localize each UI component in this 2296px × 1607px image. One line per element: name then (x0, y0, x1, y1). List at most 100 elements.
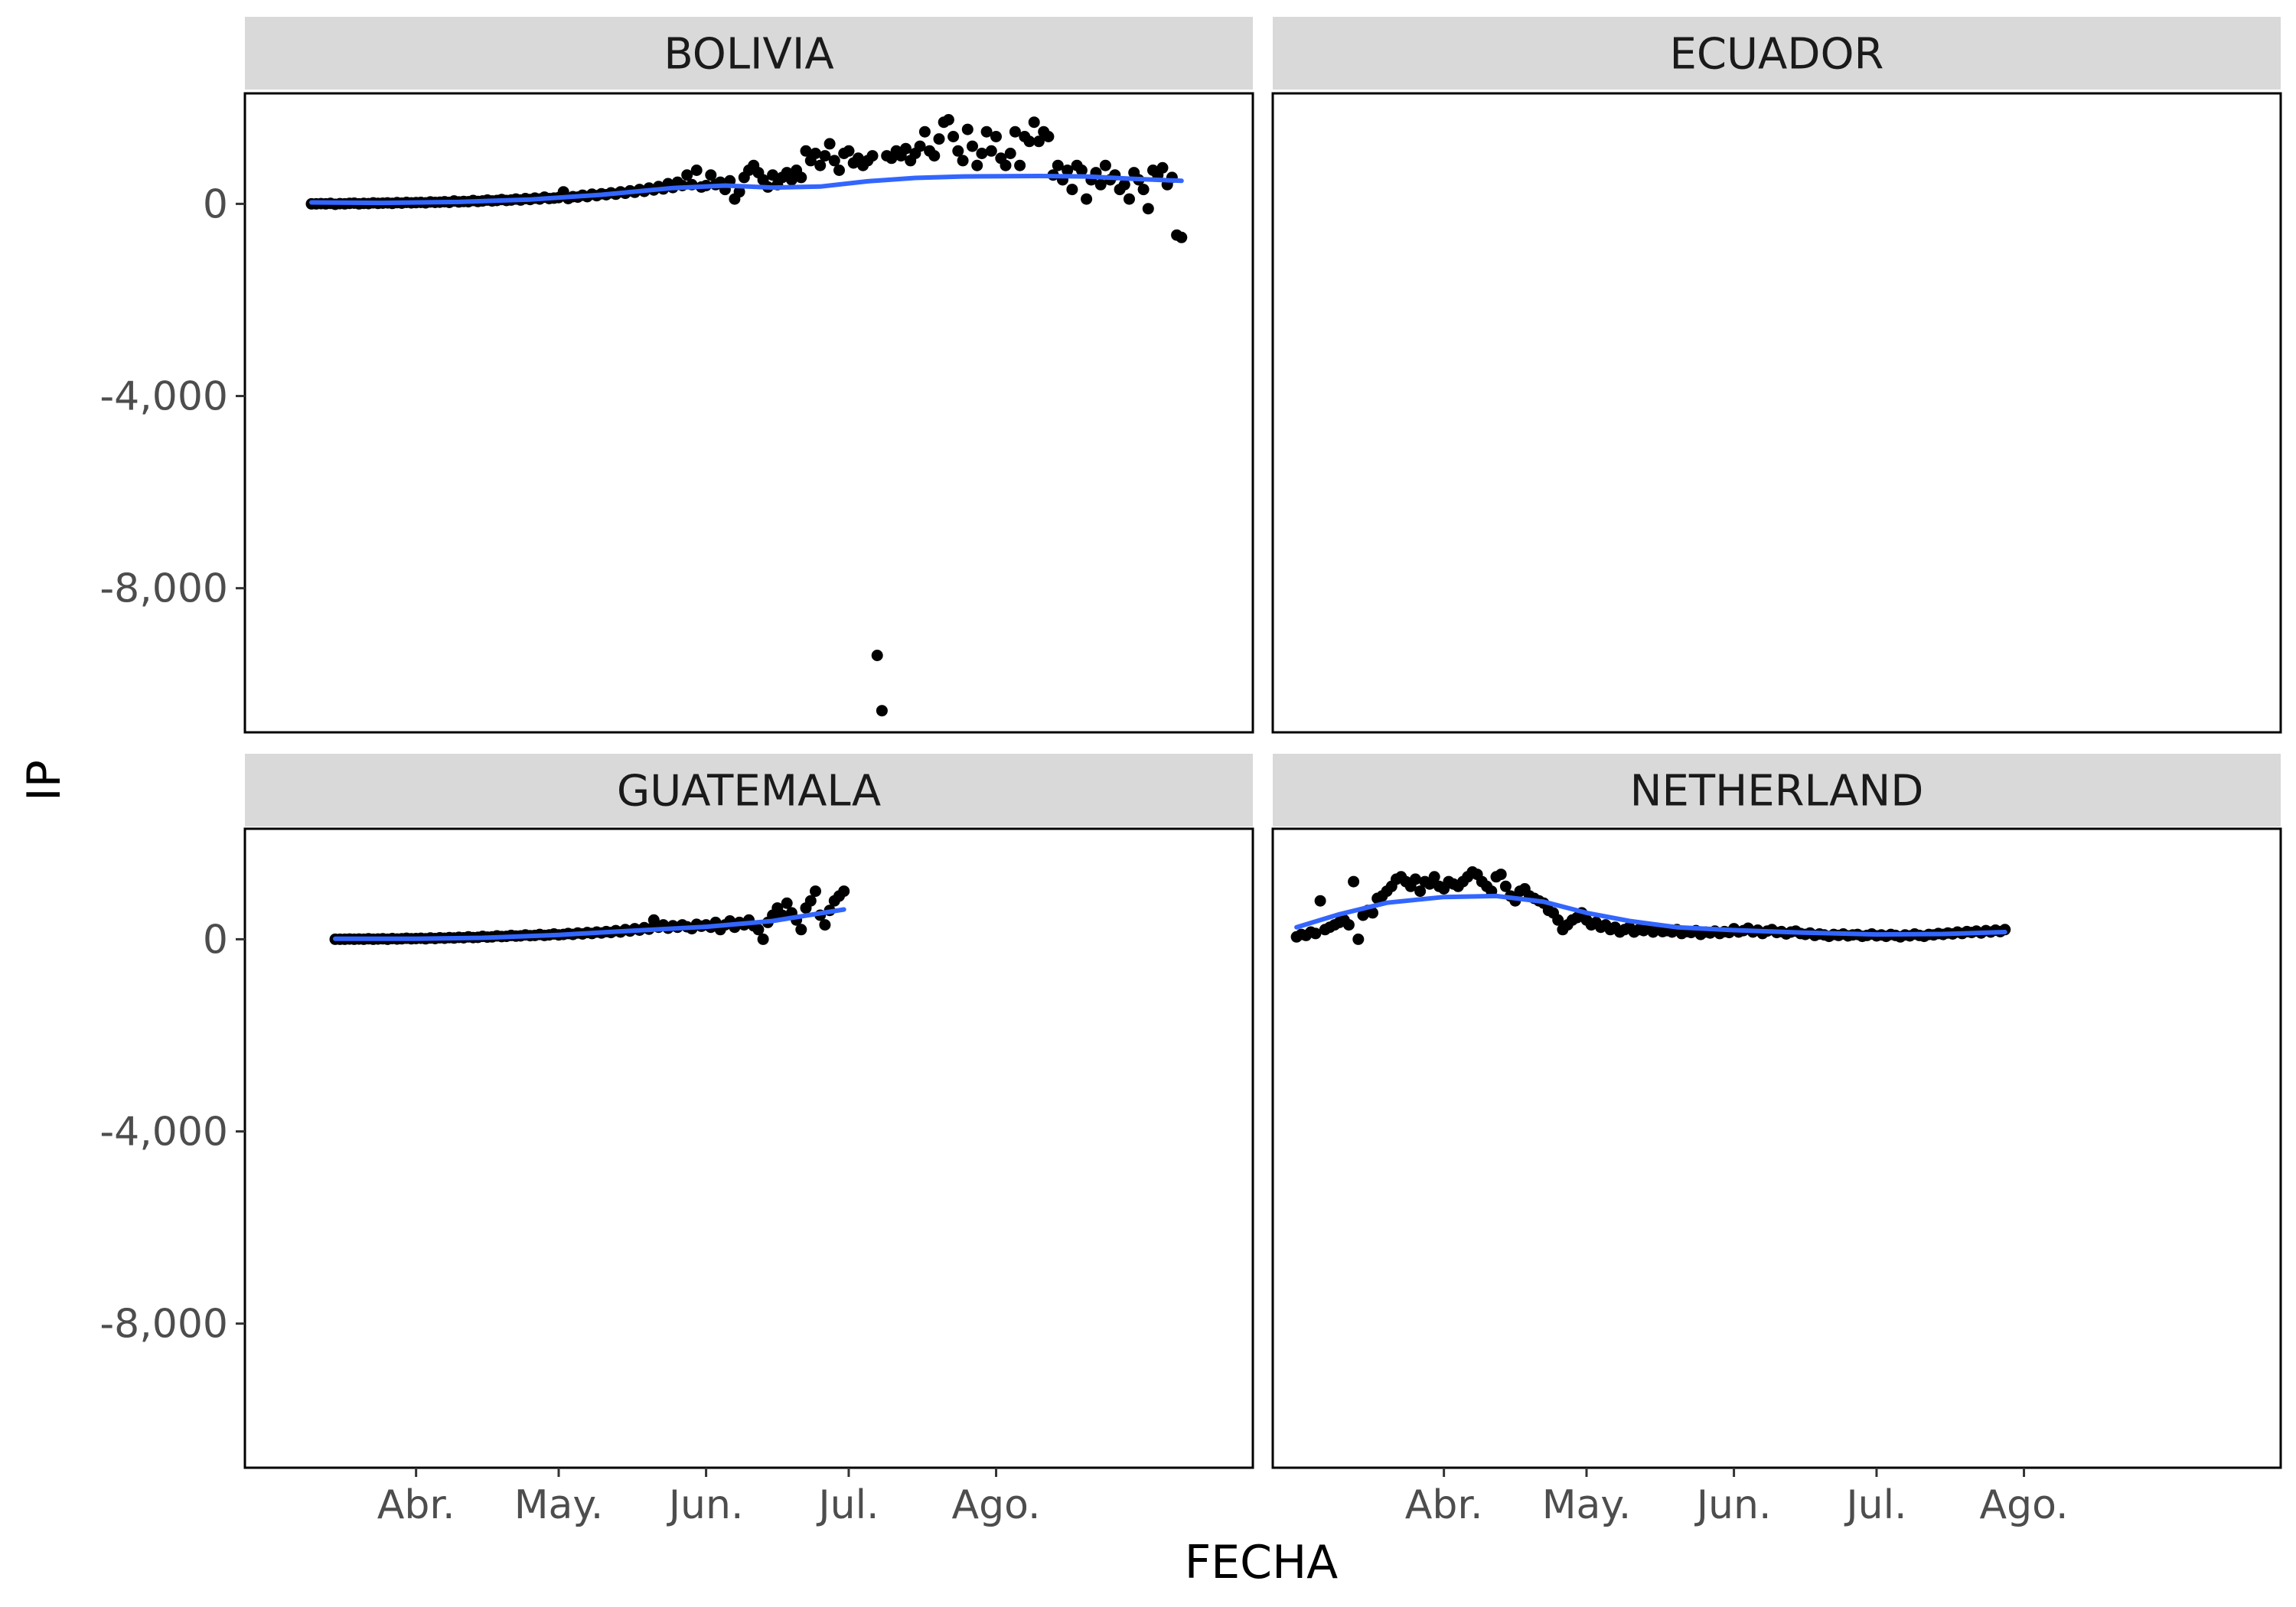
data-point (947, 131, 960, 142)
data-point (819, 150, 831, 162)
y-tick-label: -4,000 (99, 1110, 228, 1156)
data-point (1342, 919, 1355, 931)
x-tick-label: Abr. (1405, 1482, 1483, 1528)
facet-strip (245, 17, 1253, 90)
data-point (823, 138, 836, 150)
data-point (1099, 159, 1111, 171)
y-axis-title: IP (18, 760, 71, 801)
data-point (833, 165, 845, 176)
data-point (838, 885, 850, 898)
x-tick-label: Ago. (1980, 1482, 2069, 1528)
data-point (752, 924, 765, 936)
y-tick-label: -4,000 (99, 374, 228, 420)
data-point (1352, 933, 1365, 945)
data-point (814, 159, 827, 171)
data-point (1348, 875, 1360, 888)
data-point (819, 919, 831, 931)
facet-strip-label: NETHERLAND (1630, 767, 1924, 817)
smooth-line (1294, 893, 2007, 937)
x-tick-label: Jul. (1844, 1482, 1906, 1528)
data-point (1052, 159, 1064, 171)
data-point (1124, 193, 1135, 205)
data-point (1081, 193, 1093, 205)
facet-strip (1273, 17, 2281, 90)
data-point (1032, 135, 1045, 148)
plot-area (305, 114, 1188, 717)
data-point (1428, 871, 1440, 883)
data-point (871, 650, 883, 661)
data-point (900, 142, 912, 155)
panel-border (243, 92, 1254, 734)
y-tick-label: -8,000 (99, 1302, 228, 1348)
facet-strip-label: GUATEMALA (617, 767, 881, 817)
data-point (1414, 885, 1427, 898)
data-point (971, 159, 983, 171)
data-point (866, 150, 879, 162)
x-tick-label: Ago. (952, 1482, 1041, 1528)
data-point (804, 895, 817, 907)
data-point (1028, 116, 1040, 129)
data-point (1062, 165, 1074, 176)
data-point (785, 174, 797, 186)
data-point (990, 131, 1002, 142)
data-point (757, 933, 769, 945)
data-point (828, 155, 840, 167)
smooth-line (309, 174, 1184, 206)
data-point (876, 705, 888, 717)
data-point (952, 145, 964, 157)
data-point (681, 169, 693, 181)
facet-strip (245, 754, 1253, 826)
data-point (733, 186, 745, 198)
data-point (1142, 203, 1154, 215)
data-point (1075, 165, 1088, 176)
data-point (1309, 927, 1322, 940)
facet-strip-label: ECUADOR (1670, 30, 1884, 80)
plot-area (329, 885, 850, 945)
data-point (1094, 178, 1107, 191)
data-point (1552, 914, 1564, 926)
data-point (1023, 135, 1035, 148)
panel-border (1271, 827, 2282, 1469)
data-point (980, 125, 993, 138)
data-point (1014, 159, 1026, 171)
y-tick-label: 0 (203, 181, 228, 227)
data-point (914, 140, 926, 152)
data-point (1118, 178, 1130, 191)
x-axis-title: FECHA (1185, 1536, 1338, 1589)
x-tick-label: Jul. (816, 1482, 879, 1528)
data-point (928, 150, 941, 162)
panel-netherland: NETHERLAND (1271, 754, 2282, 1469)
x-tick-label: Jun. (1694, 1482, 1772, 1528)
data-point (810, 148, 821, 159)
data-point (1004, 148, 1016, 159)
data-point (690, 165, 703, 176)
data-point (933, 133, 945, 145)
data-point (1137, 184, 1150, 196)
panel-guatemala: GUATEMALA (243, 754, 1254, 1469)
x-tick-label: Jun. (667, 1482, 744, 1528)
y-tick-label: -8,000 (99, 566, 228, 612)
data-point (967, 140, 978, 152)
data-point (1042, 131, 1055, 142)
data-point (1409, 873, 1421, 885)
data-point (705, 169, 717, 181)
panel-bolivia: BOLIVIA (243, 17, 1254, 734)
data-point (810, 885, 821, 898)
data-point (985, 145, 997, 157)
x-tick-label: Abr. (377, 1482, 455, 1528)
data-point (1066, 184, 1078, 196)
panel-ecuador: ECUADOR (1271, 17, 2282, 734)
data-point (781, 897, 793, 909)
data-point (767, 169, 779, 181)
data-point (1156, 161, 1169, 174)
facet-strip-label: BOLIVIA (664, 30, 833, 80)
data-point (795, 171, 807, 184)
data-point (1314, 895, 1326, 907)
data-point (976, 148, 988, 159)
data-point (957, 155, 969, 167)
smooth-line (333, 907, 846, 941)
data-point (800, 145, 812, 157)
data-point (942, 114, 954, 125)
panel-border (243, 827, 1254, 1469)
